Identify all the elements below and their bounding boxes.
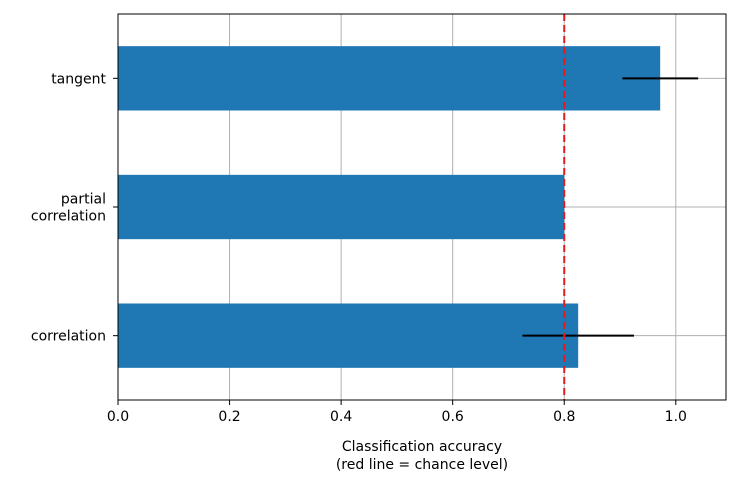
y-tick-label-0-line-0: correlation — [31, 329, 106, 345]
y-tick-label-1-line-1: correlation — [31, 209, 106, 225]
y-tick-label-2: tangent — [51, 71, 106, 87]
x-tick-label-3: 0.6 — [442, 409, 464, 425]
y-tick-label-0: correlation — [31, 329, 106, 345]
x-tick-label-5: 1.0 — [665, 409, 687, 425]
x-axis-label-line-1: (red line = chance level) — [336, 457, 508, 473]
y-tick-label-1: partial correlation — [31, 192, 106, 225]
x-tick-label-0: 0.0 — [107, 409, 129, 425]
x-tick-label-1: 0.2 — [218, 409, 240, 425]
y-tick-label-1-line-0: partial — [61, 192, 106, 208]
bar-0 — [118, 303, 579, 368]
bar-1 — [118, 174, 565, 240]
error-bars — [522, 77, 699, 337]
y-tick-label-2-line-0: tangent — [51, 71, 106, 87]
bar-2 — [118, 46, 661, 111]
x-axis-label: Classification accuracy (red line = chanc… — [336, 439, 508, 473]
x-tick-label-4: 0.8 — [553, 409, 575, 425]
x-axis-label-line-0: Classification accuracy — [342, 439, 502, 455]
x-tick-label-2: 0.4 — [330, 409, 352, 425]
bars — [118, 46, 661, 368]
x-axis-ticks: 0.0 0.2 0.4 0.6 0.8 1.0 — [107, 400, 687, 425]
